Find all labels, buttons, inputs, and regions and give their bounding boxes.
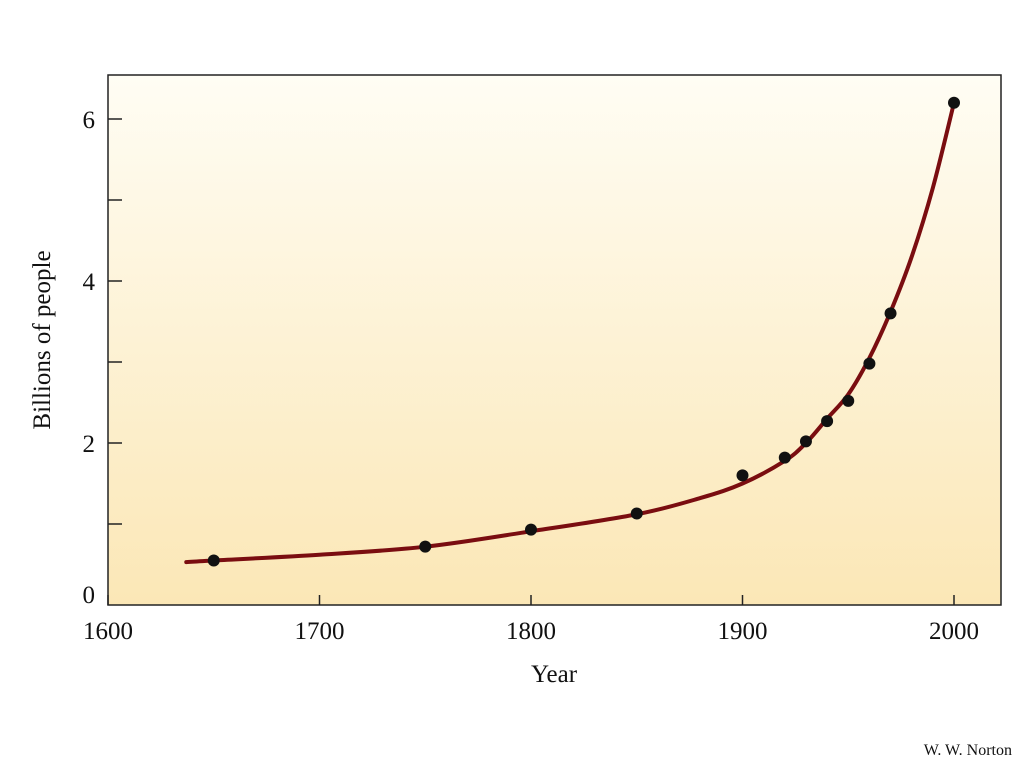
data-point <box>863 357 876 370</box>
x-tick-label: 1900 <box>718 618 768 645</box>
data-point <box>419 540 432 553</box>
y-tick-label: 6 <box>83 107 96 134</box>
x-tick-label: 1600 <box>83 618 133 645</box>
plot-background <box>108 75 1001 605</box>
data-point <box>948 96 960 109</box>
data-point <box>799 435 812 448</box>
data-point <box>778 451 791 464</box>
x-tick-label: 2000 <box>929 618 979 645</box>
x-tick-label: 1700 <box>295 618 345 645</box>
x-axis-title: Year <box>531 661 578 688</box>
publisher-credit: W. W. Norton <box>923 742 1012 759</box>
y-tick-label: 2 <box>83 431 96 458</box>
data-point <box>525 523 537 536</box>
data-point <box>630 507 643 520</box>
data-point <box>884 307 897 320</box>
y-tick-label: 0 <box>83 582 96 609</box>
data-point <box>207 554 220 567</box>
data-point <box>842 394 855 407</box>
x-tick-label: 1800 <box>506 618 556 645</box>
data-point <box>736 469 749 482</box>
y-axis-title: Billions of people <box>29 250 56 429</box>
plot-frame <box>107 74 1002 606</box>
trend-curve <box>184 100 956 565</box>
y-tick-label: 4 <box>83 269 96 296</box>
data-point <box>821 415 834 428</box>
